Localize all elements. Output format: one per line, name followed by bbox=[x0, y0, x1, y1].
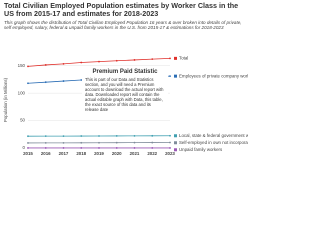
point bbox=[80, 61, 83, 64]
chart-subtitle: This graph shows the distribution of Tot… bbox=[4, 20, 242, 31]
y-axis-label: Population (in Millions) bbox=[3, 77, 8, 122]
point bbox=[80, 135, 83, 137]
legend-label: Total bbox=[179, 56, 188, 61]
overlay-text: This is part of our Data and Statistics … bbox=[85, 77, 164, 112]
legend-label: Employees of private company workers bbox=[179, 73, 248, 78]
legend-label: Self-employed in own not incorporated bu… bbox=[179, 140, 248, 145]
point bbox=[62, 141, 65, 144]
x-tick-label: 2020 bbox=[112, 151, 122, 156]
point bbox=[115, 147, 118, 149]
point bbox=[27, 135, 29, 138]
x-tick-label: 2022 bbox=[147, 151, 157, 156]
point bbox=[115, 135, 118, 137]
point bbox=[44, 64, 47, 66]
point bbox=[98, 141, 100, 144]
point bbox=[151, 141, 154, 144]
point bbox=[62, 135, 65, 137]
point bbox=[27, 82, 29, 85]
point bbox=[27, 142, 29, 144]
y-tick-label: 150 bbox=[18, 63, 26, 68]
point bbox=[62, 80, 65, 82]
chart-title: Total Civilian Employed Population estim… bbox=[4, 1, 239, 18]
point bbox=[80, 147, 83, 149]
point bbox=[44, 141, 47, 144]
legend-swatch bbox=[174, 74, 177, 78]
point bbox=[133, 147, 136, 149]
point bbox=[80, 141, 83, 144]
point bbox=[98, 135, 100, 137]
legend-label: Unpaid family workers bbox=[179, 147, 223, 152]
point bbox=[169, 141, 171, 144]
point bbox=[80, 79, 83, 81]
x-tick-label: 2019 bbox=[94, 151, 104, 156]
legend-swatch bbox=[174, 148, 177, 152]
legend-label: Local, state & federal government worker… bbox=[179, 133, 248, 138]
y-tick-label: 100 bbox=[18, 90, 26, 95]
y-tick-label: 50 bbox=[20, 118, 25, 123]
x-tick-label: 2021 bbox=[130, 151, 140, 156]
point bbox=[44, 147, 47, 149]
x-tick-label: 2023 bbox=[165, 151, 175, 156]
y-tick-label: 0 bbox=[23, 145, 26, 150]
point bbox=[169, 147, 171, 149]
point bbox=[44, 135, 47, 138]
x-tick-label: 2015 bbox=[23, 151, 33, 156]
overlay-title: Premium Paid Statistic bbox=[92, 69, 158, 75]
point bbox=[151, 147, 154, 149]
point bbox=[151, 134, 154, 137]
point bbox=[169, 57, 171, 60]
point bbox=[133, 134, 136, 137]
point bbox=[62, 63, 65, 65]
legend-swatch bbox=[174, 141, 177, 145]
point bbox=[27, 65, 29, 68]
point bbox=[27, 147, 29, 149]
point bbox=[151, 58, 154, 61]
point bbox=[98, 60, 100, 63]
point bbox=[115, 141, 118, 144]
premium-overlay: Premium Paid Statistic This is part of o… bbox=[82, 68, 168, 116]
point bbox=[98, 147, 100, 149]
point bbox=[115, 59, 118, 62]
x-tick-label: 2017 bbox=[59, 151, 69, 156]
x-tick-label: 2016 bbox=[41, 151, 51, 156]
legend-swatch bbox=[174, 56, 177, 60]
point bbox=[169, 75, 171, 78]
point bbox=[133, 141, 136, 144]
point bbox=[62, 147, 65, 149]
x-tick-label: 2018 bbox=[76, 151, 86, 156]
point bbox=[44, 81, 47, 84]
legend-swatch bbox=[174, 134, 177, 138]
point bbox=[133, 59, 136, 61]
point bbox=[169, 134, 171, 137]
page: Total Civilian Employed Population estim… bbox=[3, 1, 248, 157]
